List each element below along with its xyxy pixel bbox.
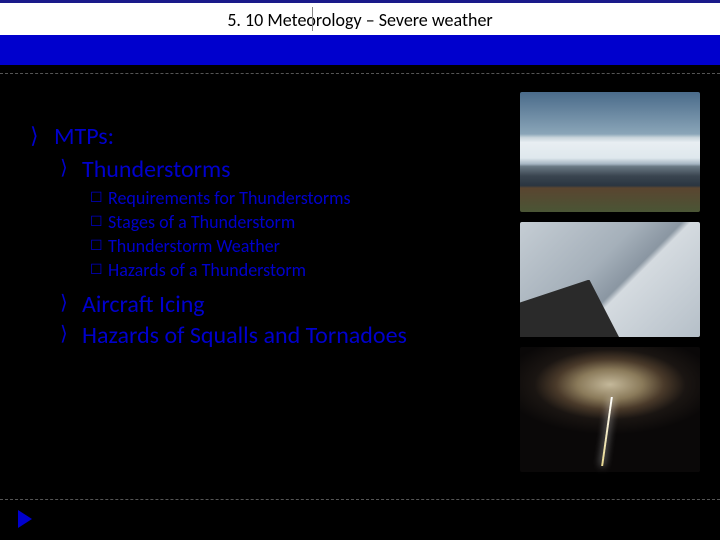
footer bbox=[0, 499, 720, 528]
list-item-lvl1: ⟩ MTPs: bbox=[30, 122, 510, 151]
list-item-lvl2: ⟩ Hazards of Squalls and Tornadoes bbox=[60, 321, 510, 350]
title-underline-strip bbox=[0, 37, 720, 65]
lvl3-text: Requirements for Thunderstorms bbox=[108, 186, 351, 210]
lvl2-text: Aircraft Icing bbox=[82, 290, 205, 319]
bullet-icon: ⟩ bbox=[60, 321, 82, 350]
list-item-lvl3: ☐ Requirements for Thunderstorms bbox=[90, 186, 510, 210]
lvl3-text: Stages of a Thunderstorm bbox=[108, 210, 295, 234]
lvl2-text: Hazards of Squalls and Tornadoes bbox=[82, 321, 407, 350]
image-column bbox=[520, 82, 700, 472]
tornado-lightning-image bbox=[520, 347, 700, 472]
bullet-icon: ⟩ bbox=[30, 122, 54, 151]
slide-title-bar: 5. 10 Meteorology – Severe weather bbox=[0, 0, 720, 37]
divider-bottom bbox=[0, 499, 720, 500]
checkbox-icon: ☐ bbox=[90, 210, 108, 234]
bullet-icon: ⟩ bbox=[60, 155, 82, 184]
lvl3-text: Hazards of a Thunderstorm bbox=[108, 258, 306, 282]
list-item-lvl3: ☐ Stages of a Thunderstorm bbox=[90, 210, 510, 234]
text-column: ⟩ MTPs: ⟩ Thunderstorms ☐ Requirements f… bbox=[30, 82, 510, 472]
list-item-lvl2: ⟩ Aircraft Icing bbox=[60, 290, 510, 319]
lvl1-text: MTPs: bbox=[54, 122, 114, 151]
thunderstorm-cloud-image bbox=[520, 92, 700, 212]
list-item-lvl2: ⟩ Thunderstorms bbox=[60, 155, 510, 184]
list-item-lvl3: ☐ Thunderstorm Weather bbox=[90, 234, 510, 258]
divider-top bbox=[0, 73, 720, 74]
play-icon[interactable] bbox=[18, 510, 32, 528]
lvl3-text: Thunderstorm Weather bbox=[108, 234, 280, 258]
checkbox-icon: ☐ bbox=[90, 258, 108, 282]
content-area: ⟩ MTPs: ⟩ Thunderstorms ☐ Requirements f… bbox=[0, 82, 720, 472]
bullet-icon: ⟩ bbox=[60, 290, 82, 319]
checkbox-icon: ☐ bbox=[90, 186, 108, 210]
aircraft-icing-image bbox=[520, 222, 700, 337]
slide-title: 5. 10 Meteorology – Severe weather bbox=[227, 9, 492, 31]
checkbox-icon: ☐ bbox=[90, 234, 108, 258]
lvl2-text: Thunderstorms bbox=[82, 155, 231, 184]
list-item-lvl3: ☐ Hazards of a Thunderstorm bbox=[90, 258, 510, 282]
